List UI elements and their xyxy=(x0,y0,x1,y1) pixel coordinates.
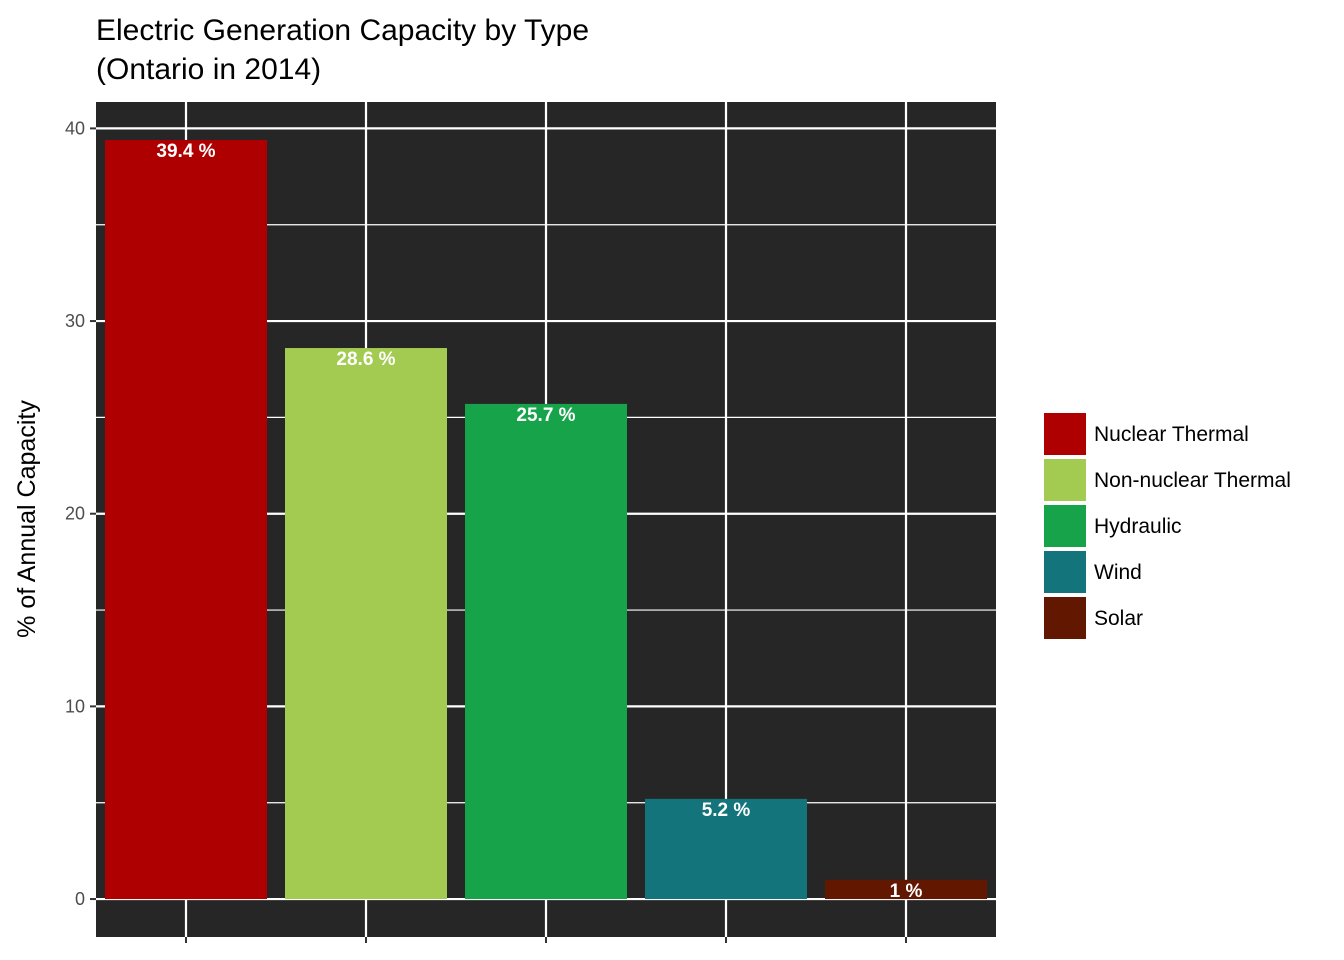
data-label: 25.7 % xyxy=(516,405,575,426)
legend-label: Hydraulic xyxy=(1094,515,1182,538)
legend-label: Solar xyxy=(1094,607,1143,630)
y-tick-label: 10 xyxy=(65,696,85,716)
legend: Nuclear Thermal Non-nuclear Thermal Hydrau… xyxy=(1044,413,1291,639)
y-tick-label: 30 xyxy=(65,311,85,331)
chart-title: Electric Generation Capacity by Type xyxy=(96,14,589,47)
legend-key xyxy=(1044,597,1086,639)
legend-key xyxy=(1044,505,1086,547)
legend-key xyxy=(1044,413,1086,455)
legend-label: Wind xyxy=(1094,561,1142,584)
bar xyxy=(645,798,807,900)
data-label: 39.4 % xyxy=(156,141,215,162)
legend-label: Nuclear Thermal xyxy=(1094,423,1249,446)
bar xyxy=(465,403,627,900)
bar xyxy=(825,879,987,900)
data-label: 28.6 % xyxy=(336,349,395,370)
y-tick-label: 0 xyxy=(75,889,85,909)
y-tick-label: 20 xyxy=(65,504,85,524)
legend-label: Non-nuclear Thermal xyxy=(1094,469,1291,492)
data-label: 5.2 % xyxy=(702,800,751,821)
y-tick-label: 40 xyxy=(65,118,85,138)
bar xyxy=(285,348,447,900)
data-label: 1 % xyxy=(890,881,923,902)
y-axis-label: % of Annual Capacity xyxy=(13,400,41,638)
chart-subtitle: (Ontario in 2014) xyxy=(96,53,321,86)
plot-panel: 39.4 % 28.6 % 25.7 % 5.2 % 1 % 0 10 20 30 40 xyxy=(65,102,996,943)
bar xyxy=(105,139,267,900)
legend-key xyxy=(1044,551,1086,593)
legend-key xyxy=(1044,459,1086,501)
